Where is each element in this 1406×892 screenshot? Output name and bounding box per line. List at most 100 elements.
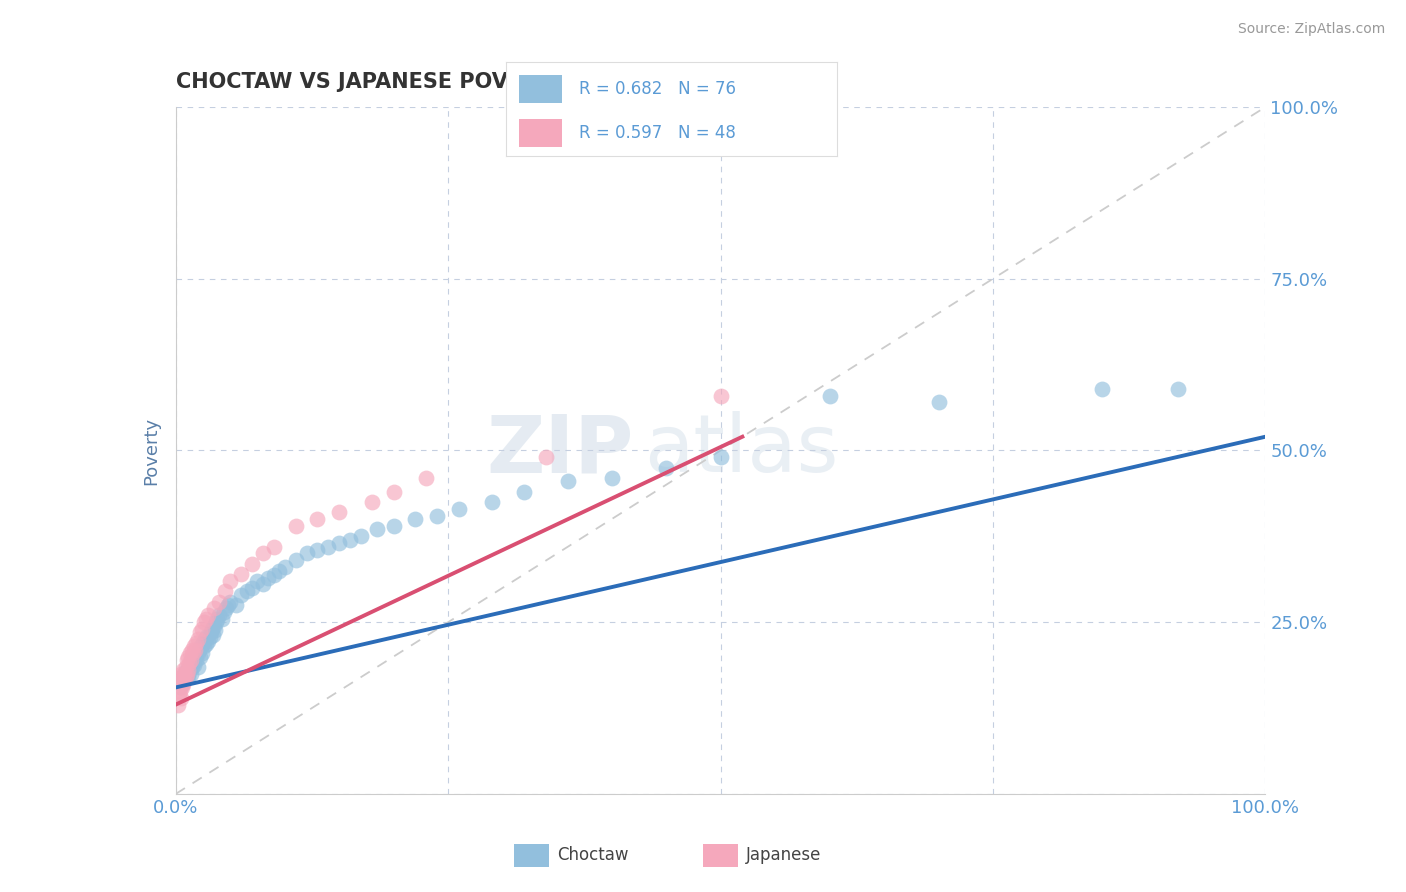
Point (186, 646, 209, 660)
FancyBboxPatch shape (519, 119, 562, 147)
Point (170, 666, 193, 681)
Text: Japanese: Japanese (747, 847, 821, 864)
Point (172, 677, 194, 691)
Point (318, 540, 340, 554)
Point (205, 612, 228, 626)
Point (172, 663, 194, 677)
Point (173, 666, 195, 681)
Point (188, 649, 211, 664)
Point (195, 637, 218, 651)
Point (201, 627, 224, 641)
Point (211, 612, 233, 626)
Text: CHOCTAW VS JAPANESE POVERTY CORRELATION CHART: CHOCTAW VS JAPANESE POVERTY CORRELATION … (176, 71, 823, 92)
Point (219, 594, 242, 608)
Point (405, 512, 427, 526)
Point (170, 673, 193, 688)
Point (215, 601, 238, 615)
Point (202, 601, 225, 615)
Point (263, 540, 285, 554)
Point (481, 495, 503, 509)
Point (307, 512, 329, 526)
Point (269, 564, 291, 578)
Point (176, 663, 198, 677)
Point (307, 543, 329, 558)
Point (188, 625, 211, 640)
Point (180, 666, 202, 681)
Point (195, 612, 218, 626)
FancyBboxPatch shape (515, 844, 550, 867)
Point (172, 670, 194, 684)
Point (217, 598, 239, 612)
Point (172, 670, 194, 684)
Point (208, 594, 231, 608)
Point (928, 395, 950, 409)
Point (176, 669, 198, 683)
Point (204, 624, 226, 638)
Point (181, 653, 204, 667)
Point (193, 615, 215, 630)
Point (246, 574, 269, 588)
Point (198, 630, 221, 644)
Point (197, 634, 219, 648)
Point (534, 450, 557, 465)
Point (328, 536, 350, 550)
Point (382, 519, 405, 533)
Point (193, 639, 215, 653)
Point (179, 661, 201, 675)
Point (180, 653, 202, 667)
Point (208, 608, 231, 623)
Point (194, 632, 217, 647)
Point (186, 632, 209, 647)
Point (181, 646, 204, 660)
Point (177, 657, 200, 671)
Point (169, 673, 191, 688)
Point (447, 501, 470, 516)
Point (235, 584, 257, 599)
Point (1091, 382, 1114, 396)
Point (655, 460, 678, 475)
Point (252, 546, 274, 561)
Point (191, 646, 214, 660)
Point (382, 484, 405, 499)
Text: Choctaw: Choctaw (557, 847, 628, 864)
Y-axis label: Poverty: Poverty (142, 417, 160, 484)
Point (274, 560, 297, 574)
Point (184, 649, 207, 664)
Point (167, 698, 190, 712)
Point (183, 639, 205, 653)
Point (415, 471, 437, 485)
Point (197, 608, 219, 623)
Point (186, 653, 208, 667)
Text: Source: ZipAtlas.com: Source: ZipAtlas.com (1237, 22, 1385, 37)
Point (225, 598, 247, 612)
Point (186, 636, 208, 650)
Point (181, 660, 204, 674)
Point (284, 519, 307, 533)
Point (176, 653, 198, 667)
Point (205, 615, 228, 630)
Point (252, 577, 274, 591)
Point (201, 622, 224, 636)
Point (172, 681, 194, 695)
Point (181, 657, 204, 671)
Text: R = 0.682   N = 76: R = 0.682 N = 76 (579, 79, 735, 97)
Point (176, 666, 198, 681)
Text: ZIP: ZIP (486, 411, 633, 490)
Point (231, 567, 253, 582)
Point (295, 546, 318, 561)
Point (600, 471, 623, 485)
Point (257, 570, 280, 584)
Point (177, 670, 200, 684)
Point (183, 657, 205, 672)
FancyBboxPatch shape (703, 844, 738, 867)
Point (360, 495, 382, 509)
Point (173, 673, 195, 688)
Point (426, 508, 449, 523)
Point (710, 450, 733, 465)
Point (214, 584, 236, 599)
Point (240, 557, 263, 571)
Point (231, 588, 253, 602)
Point (177, 649, 200, 664)
Point (187, 642, 209, 657)
Point (179, 646, 201, 660)
